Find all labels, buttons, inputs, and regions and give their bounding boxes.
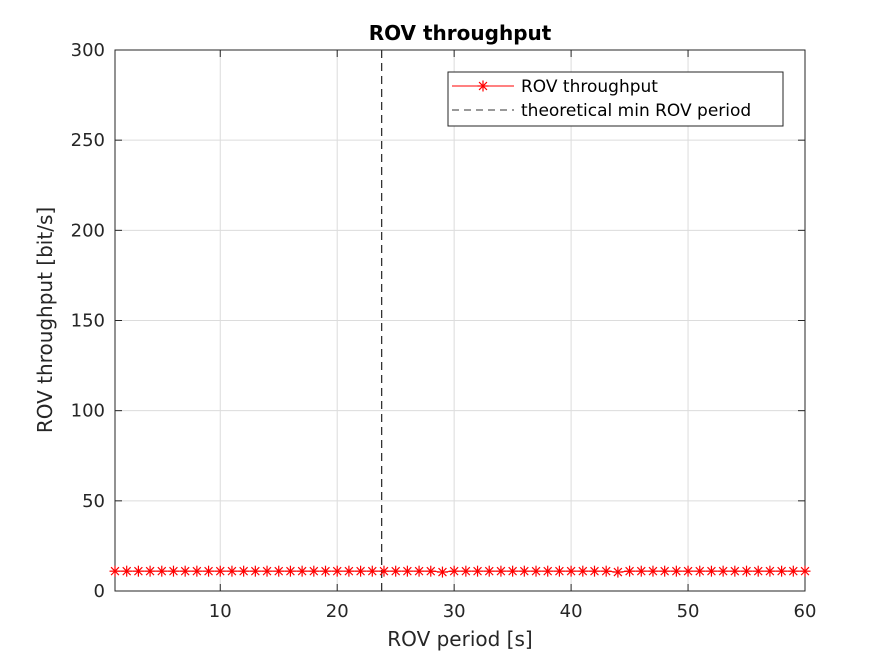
data-point-throughput bbox=[659, 565, 671, 577]
data-point-throughput bbox=[109, 565, 121, 577]
data-point-throughput bbox=[308, 565, 320, 577]
data-point-throughput bbox=[577, 565, 589, 577]
data-point-throughput bbox=[518, 565, 530, 577]
x-tick-label: 50 bbox=[677, 601, 700, 622]
data-point-throughput bbox=[483, 565, 495, 577]
data-point-throughput bbox=[694, 565, 706, 577]
data-point-throughput bbox=[682, 565, 694, 577]
y-tick-label: 300 bbox=[71, 40, 105, 61]
data-point-throughput bbox=[355, 565, 367, 577]
data-point-throughput bbox=[530, 565, 542, 577]
chart-title: ROV throughput bbox=[369, 21, 552, 45]
x-tick-label: 20 bbox=[326, 601, 349, 622]
data-point-throughput bbox=[507, 565, 519, 577]
data-point-throughput bbox=[799, 565, 811, 577]
series bbox=[109, 565, 811, 578]
data-point-throughput bbox=[600, 565, 612, 577]
data-point-throughput bbox=[752, 565, 764, 577]
axis-ticks: 10 20 30 40 50 60 0 50 100 150 200 250 300 bbox=[71, 40, 817, 622]
data-point-throughput bbox=[647, 565, 659, 577]
data-point-throughput bbox=[460, 565, 472, 577]
data-point-throughput bbox=[425, 565, 437, 577]
data-point-throughput bbox=[144, 565, 156, 577]
y-tick-label: 50 bbox=[82, 491, 105, 512]
data-point-throughput bbox=[238, 565, 250, 577]
y-tick-label: 0 bbox=[94, 581, 105, 602]
data-point-throughput bbox=[401, 565, 413, 577]
data-point-throughput bbox=[553, 565, 565, 577]
data-point-throughput bbox=[273, 565, 285, 577]
y-tick-label: 100 bbox=[71, 401, 105, 422]
legend-marker-throughput bbox=[477, 80, 489, 92]
data-point-throughput bbox=[670, 565, 682, 577]
data-point-throughput bbox=[343, 565, 355, 577]
data-point-throughput bbox=[495, 565, 507, 577]
data-point-throughput bbox=[612, 566, 624, 578]
legend: ROV throughput theoretical min ROV perio… bbox=[447, 71, 784, 127]
data-point-throughput bbox=[203, 565, 215, 577]
data-point-throughput bbox=[436, 566, 448, 578]
x-tick-label: 40 bbox=[560, 601, 583, 622]
data-point-throughput bbox=[284, 565, 296, 577]
data-point-throughput bbox=[167, 565, 179, 577]
y-tick-label: 200 bbox=[71, 220, 105, 241]
data-point-throughput bbox=[132, 565, 144, 577]
data-point-throughput bbox=[588, 565, 600, 577]
y-tick-label: 150 bbox=[71, 311, 105, 332]
data-point-throughput bbox=[729, 565, 741, 577]
data-point-throughput bbox=[226, 565, 238, 577]
data-point-throughput bbox=[776, 565, 788, 577]
data-point-throughput bbox=[331, 565, 343, 577]
legend-label-min-period: theoretical min ROV period bbox=[521, 101, 751, 121]
x-axis-title: ROV period [s] bbox=[387, 627, 532, 651]
data-point-throughput bbox=[156, 565, 168, 577]
x-tick-label: 10 bbox=[209, 601, 232, 622]
x-tick-label: 60 bbox=[794, 601, 817, 622]
data-point-throughput bbox=[214, 565, 226, 577]
legend-asterisk bbox=[477, 80, 489, 92]
data-point-throughput bbox=[764, 565, 776, 577]
data-point-throughput bbox=[390, 565, 402, 577]
data-point-throughput bbox=[179, 565, 191, 577]
legend-label-throughput: ROV throughput bbox=[521, 77, 658, 97]
data-point-throughput bbox=[378, 565, 390, 577]
data-point-throughput bbox=[320, 565, 332, 577]
data-point-throughput bbox=[413, 565, 425, 577]
grid bbox=[115, 49, 806, 592]
data-point-throughput bbox=[741, 565, 753, 577]
data-point-throughput bbox=[472, 565, 484, 577]
legend-box bbox=[447, 71, 784, 127]
data-point-throughput bbox=[787, 565, 799, 577]
data-point-throughput bbox=[624, 565, 636, 577]
y-axis-title: ROV throughput [bit/s] bbox=[33, 207, 57, 433]
data-point-throughput bbox=[635, 565, 647, 577]
data-point-throughput bbox=[191, 565, 203, 577]
data-point-throughput bbox=[565, 565, 577, 577]
data-point-throughput bbox=[296, 565, 308, 577]
data-point-throughput bbox=[121, 565, 133, 577]
data-point-throughput bbox=[366, 565, 378, 577]
data-point-throughput bbox=[705, 565, 717, 577]
data-point-throughput bbox=[542, 565, 554, 577]
y-tick-label: 250 bbox=[71, 130, 105, 151]
data-point-throughput bbox=[717, 565, 729, 577]
data-point-throughput bbox=[448, 565, 460, 577]
data-point-throughput bbox=[261, 565, 273, 577]
x-tick-label: 30 bbox=[443, 601, 466, 622]
data-point-throughput bbox=[249, 565, 261, 577]
